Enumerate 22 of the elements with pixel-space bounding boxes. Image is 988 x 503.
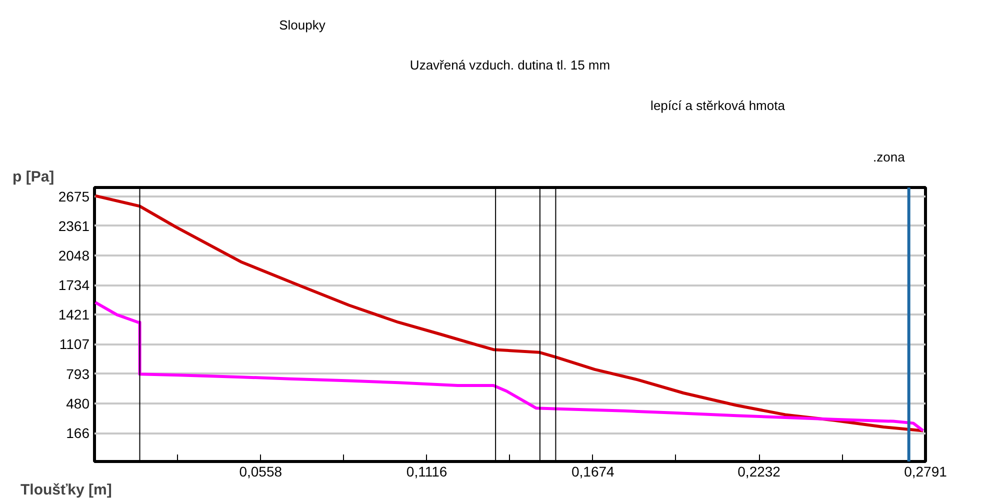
- y-tick-label: 480: [66, 395, 90, 412]
- y-tick-label: 2048: [58, 247, 90, 264]
- text: Uzavřená vzduch. dutina tl. 15 mm: [410, 58, 610, 73]
- text: Sloupky: [279, 17, 326, 32]
- ref-line-label: .zona: [873, 149, 906, 164]
- x-tick-label: 0,2232: [738, 464, 781, 480]
- line-series: [94, 194, 925, 432]
- y-tick-label: 2675: [58, 188, 90, 204]
- y-tick-label: 793: [66, 366, 90, 382]
- y-tick-label: 1421: [58, 306, 90, 323]
- line-series: [94, 300, 925, 432]
- text: lepící a stěrková hmota: [650, 98, 786, 113]
- y-tick-label: 1734: [58, 277, 90, 294]
- x-tick-label: 0,1116: [406, 464, 448, 480]
- y-tick-label: 1107: [59, 336, 90, 352]
- x-axis-title: Tloušťky [m]: [20, 482, 112, 498]
- x-tick-label: 0,0558: [239, 464, 282, 480]
- x-tick-label: 0,2791: [904, 464, 948, 480]
- y-axis-title: p [Pa]: [12, 168, 54, 186]
- y-tick-label: 2361: [58, 218, 90, 234]
- x-tick-label: 0,1674: [572, 464, 615, 480]
- y-tick-label: 166: [66, 425, 90, 442]
